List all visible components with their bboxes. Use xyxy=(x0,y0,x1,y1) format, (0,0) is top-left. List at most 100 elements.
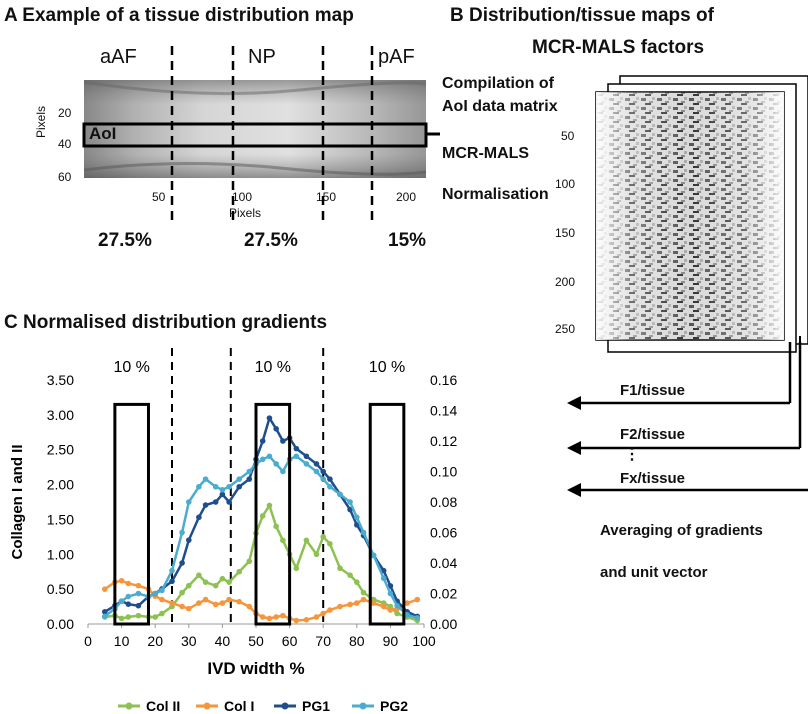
data-point-pg1 xyxy=(303,453,310,460)
tissue-image xyxy=(83,80,427,178)
data-point-pg2 xyxy=(360,529,367,536)
map-y-tick: 250 xyxy=(555,322,576,336)
data-point-pg1 xyxy=(219,491,226,498)
data-point-pg2 xyxy=(102,613,108,620)
data-point-pg1 xyxy=(125,601,132,607)
map-y-tick: 50 xyxy=(561,129,575,143)
legend-label: Col I xyxy=(224,698,254,714)
data-point-pg1 xyxy=(246,476,253,482)
data-point-pg2 xyxy=(380,575,387,582)
data-point-col-ii xyxy=(135,612,142,619)
data-point-col-ii xyxy=(152,614,158,620)
data-point-pg1 xyxy=(236,483,242,490)
data-point-col-ii xyxy=(186,582,192,589)
legend-label: PG2 xyxy=(380,698,408,714)
gradient-chart: 0.00 0.50 1.00 1.50 2.00 2.50 3.00 3.50 0.00 0.02… xyxy=(9,348,457,714)
data-point-col-ii xyxy=(337,565,343,572)
panel-a-title: A Example of a tissue distribution map xyxy=(4,5,354,26)
region-label-aaf: aAF xyxy=(100,46,137,68)
panel-a-x-tick: 150 xyxy=(316,190,337,204)
data-point-pg2 xyxy=(219,487,226,493)
data-point-col-ii xyxy=(320,534,327,540)
data-point-col-ii xyxy=(327,541,333,547)
data-point-col-i xyxy=(118,577,125,584)
data-point-col-i xyxy=(259,614,266,620)
data-point-pg2 xyxy=(169,567,175,574)
x-tick-label: 80 xyxy=(349,633,365,649)
data-point-col-ii xyxy=(280,537,286,544)
data-point-col-i xyxy=(360,596,367,603)
y-right-tick-label: 0.08 xyxy=(430,494,457,510)
data-point-col-ii xyxy=(293,565,300,572)
y-right-tick-label: 0.06 xyxy=(430,525,457,541)
data-point-pg1 xyxy=(327,476,333,482)
data-point-col-i xyxy=(236,598,242,605)
averaging-line1: Averaging of gradients xyxy=(600,522,763,539)
data-point-pg1 xyxy=(280,438,286,444)
y-left-tick-label: 0.00 xyxy=(47,616,74,632)
data-point-pg2 xyxy=(152,590,158,597)
data-point-col-i xyxy=(404,600,411,606)
data-point-col-ii xyxy=(226,579,232,585)
data-point-col-ii xyxy=(394,610,400,617)
data-point-col-ii xyxy=(259,513,266,519)
panel-c-title: C Normalised distribution gradients xyxy=(4,312,328,333)
data-point-pg2 xyxy=(159,587,165,594)
y-left-axis-title: Collagen I and II xyxy=(9,444,26,559)
panel-a-y-tick: 20 xyxy=(58,106,72,120)
x-tick-label: 100 xyxy=(412,633,436,649)
factor-label-f2: F2/tissue xyxy=(620,426,686,443)
data-point-col-i xyxy=(327,607,333,613)
arrow-f2 xyxy=(567,441,581,455)
data-point-col-ii xyxy=(219,575,226,582)
data-point-pg1 xyxy=(202,502,209,508)
window-box xyxy=(368,402,406,626)
y-left-tick-label: 1.50 xyxy=(47,511,74,527)
data-point-col-ii xyxy=(159,610,165,617)
window-box xyxy=(254,402,292,626)
data-point-pg2 xyxy=(414,615,421,621)
data-point-pg2 xyxy=(266,453,273,460)
data-point-pg2 xyxy=(186,499,192,505)
data-point-col-i xyxy=(169,600,175,606)
y-right-tick-label: 0.10 xyxy=(430,464,457,480)
y-right-tick-label: 0.04 xyxy=(430,555,457,571)
data-point-col-i xyxy=(380,603,387,610)
panel-a-x-tick: 200 xyxy=(396,190,417,204)
data-point-col-ii xyxy=(196,572,202,578)
data-point-col-ii xyxy=(273,523,279,530)
panel-b-title-line2: MCR-MALS factors xyxy=(532,37,705,58)
y-left-tick-label: 3.50 xyxy=(47,372,74,388)
x-tick-label: 50 xyxy=(248,633,264,649)
data-point-pg2 xyxy=(202,476,209,482)
data-point-pg2 xyxy=(293,453,300,460)
legend-label: PG1 xyxy=(302,698,330,714)
aoi-label: AoI xyxy=(89,124,117,143)
data-point-col-ii xyxy=(212,582,219,589)
map-y-tick: 200 xyxy=(555,275,576,289)
panel-a-y-axis-label: Pixels xyxy=(34,105,48,138)
data-point-col-ii xyxy=(303,537,310,544)
data-point-pg1 xyxy=(259,438,266,444)
data-point-pg2 xyxy=(347,499,353,505)
step-mcr-mals: MCR-MALS xyxy=(442,145,530,162)
data-point-col-i xyxy=(313,614,320,620)
legend-label: Col II xyxy=(146,698,180,714)
y-right-tick-label: 0.14 xyxy=(430,403,457,419)
legend-marker xyxy=(125,702,133,710)
data-point-pg2 xyxy=(118,598,125,604)
arrow-f1 xyxy=(567,396,581,410)
data-point-col-i xyxy=(266,615,273,622)
data-point-col-i xyxy=(196,600,202,606)
arrow-fx xyxy=(567,483,581,497)
y-right-tick-label: 0.02 xyxy=(430,586,457,602)
data-point-pg2 xyxy=(370,552,377,559)
data-point-col-ii xyxy=(360,589,367,596)
map-y-tick: 100 xyxy=(555,177,576,191)
step-normalisation: Normalisation xyxy=(442,186,549,203)
y-right-tick-label: 0.00 xyxy=(430,616,457,632)
x-tick-label: 70 xyxy=(315,633,331,649)
factor-label-fx: Fx/tissue xyxy=(620,470,686,487)
data-point-col-i xyxy=(293,617,300,624)
data-point-pg2 xyxy=(236,476,242,482)
